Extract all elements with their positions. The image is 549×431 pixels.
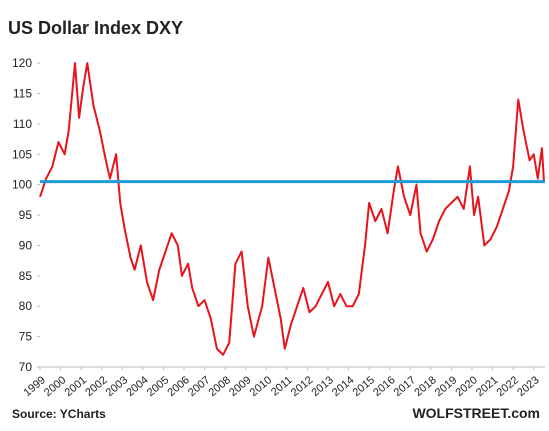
x-tick-label: 2004 xyxy=(124,374,150,399)
x-tick-label: 2001 xyxy=(63,374,89,399)
x-tick-label: 2022 xyxy=(495,374,521,399)
x-tick-label: 1999 xyxy=(21,374,47,399)
x-tick-label: 2018 xyxy=(412,374,438,399)
chart-title: US Dollar Index DXY xyxy=(8,18,183,38)
x-tick-label: 2005 xyxy=(145,374,171,399)
x-tick-label: 2008 xyxy=(207,374,233,399)
y-tick-label: 120 xyxy=(12,56,32,70)
x-tick-label: 2003 xyxy=(104,374,130,399)
x-tick-label: 2007 xyxy=(186,374,212,399)
x-tick-label: 2016 xyxy=(371,374,397,399)
y-tick-label: 110 xyxy=(13,117,32,131)
x-tick-label: 2021 xyxy=(474,374,500,399)
x-tick-label: 2010 xyxy=(248,374,274,399)
x-tick-label: 2012 xyxy=(289,374,315,399)
x-tick-label: 2000 xyxy=(42,374,68,399)
y-tick-label: 105 xyxy=(12,147,32,161)
y-tick-label: 90 xyxy=(19,238,33,252)
x-tick-label: 2023 xyxy=(515,374,541,399)
y-tick-label: 95 xyxy=(19,208,33,222)
y-tick-label: 115 xyxy=(13,86,32,100)
x-tick-label: 2013 xyxy=(309,374,335,399)
y-tick-label: 80 xyxy=(19,299,33,313)
y-tick-label: 70 xyxy=(19,360,33,374)
x-tick-label: 2002 xyxy=(83,374,109,399)
x-tick-label: 2015 xyxy=(351,374,377,399)
x-tick-label: 2014 xyxy=(330,374,356,399)
x-tick-label: 2011 xyxy=(269,374,295,398)
watermark: WOLFSTREET.com xyxy=(412,405,540,421)
y-tick-label: 100 xyxy=(12,178,32,192)
x-tick-label: 2019 xyxy=(433,374,459,399)
source: Source: YCharts xyxy=(12,407,106,421)
data-line xyxy=(39,62,545,356)
x-tick-label: 2009 xyxy=(227,374,253,399)
y-tick-label: 75 xyxy=(19,330,33,344)
x-tick-label: 2006 xyxy=(165,374,191,399)
x-tick-label: 2020 xyxy=(453,374,479,399)
y-tick-label: 85 xyxy=(19,269,33,283)
x-tick-label: 2017 xyxy=(392,374,418,399)
